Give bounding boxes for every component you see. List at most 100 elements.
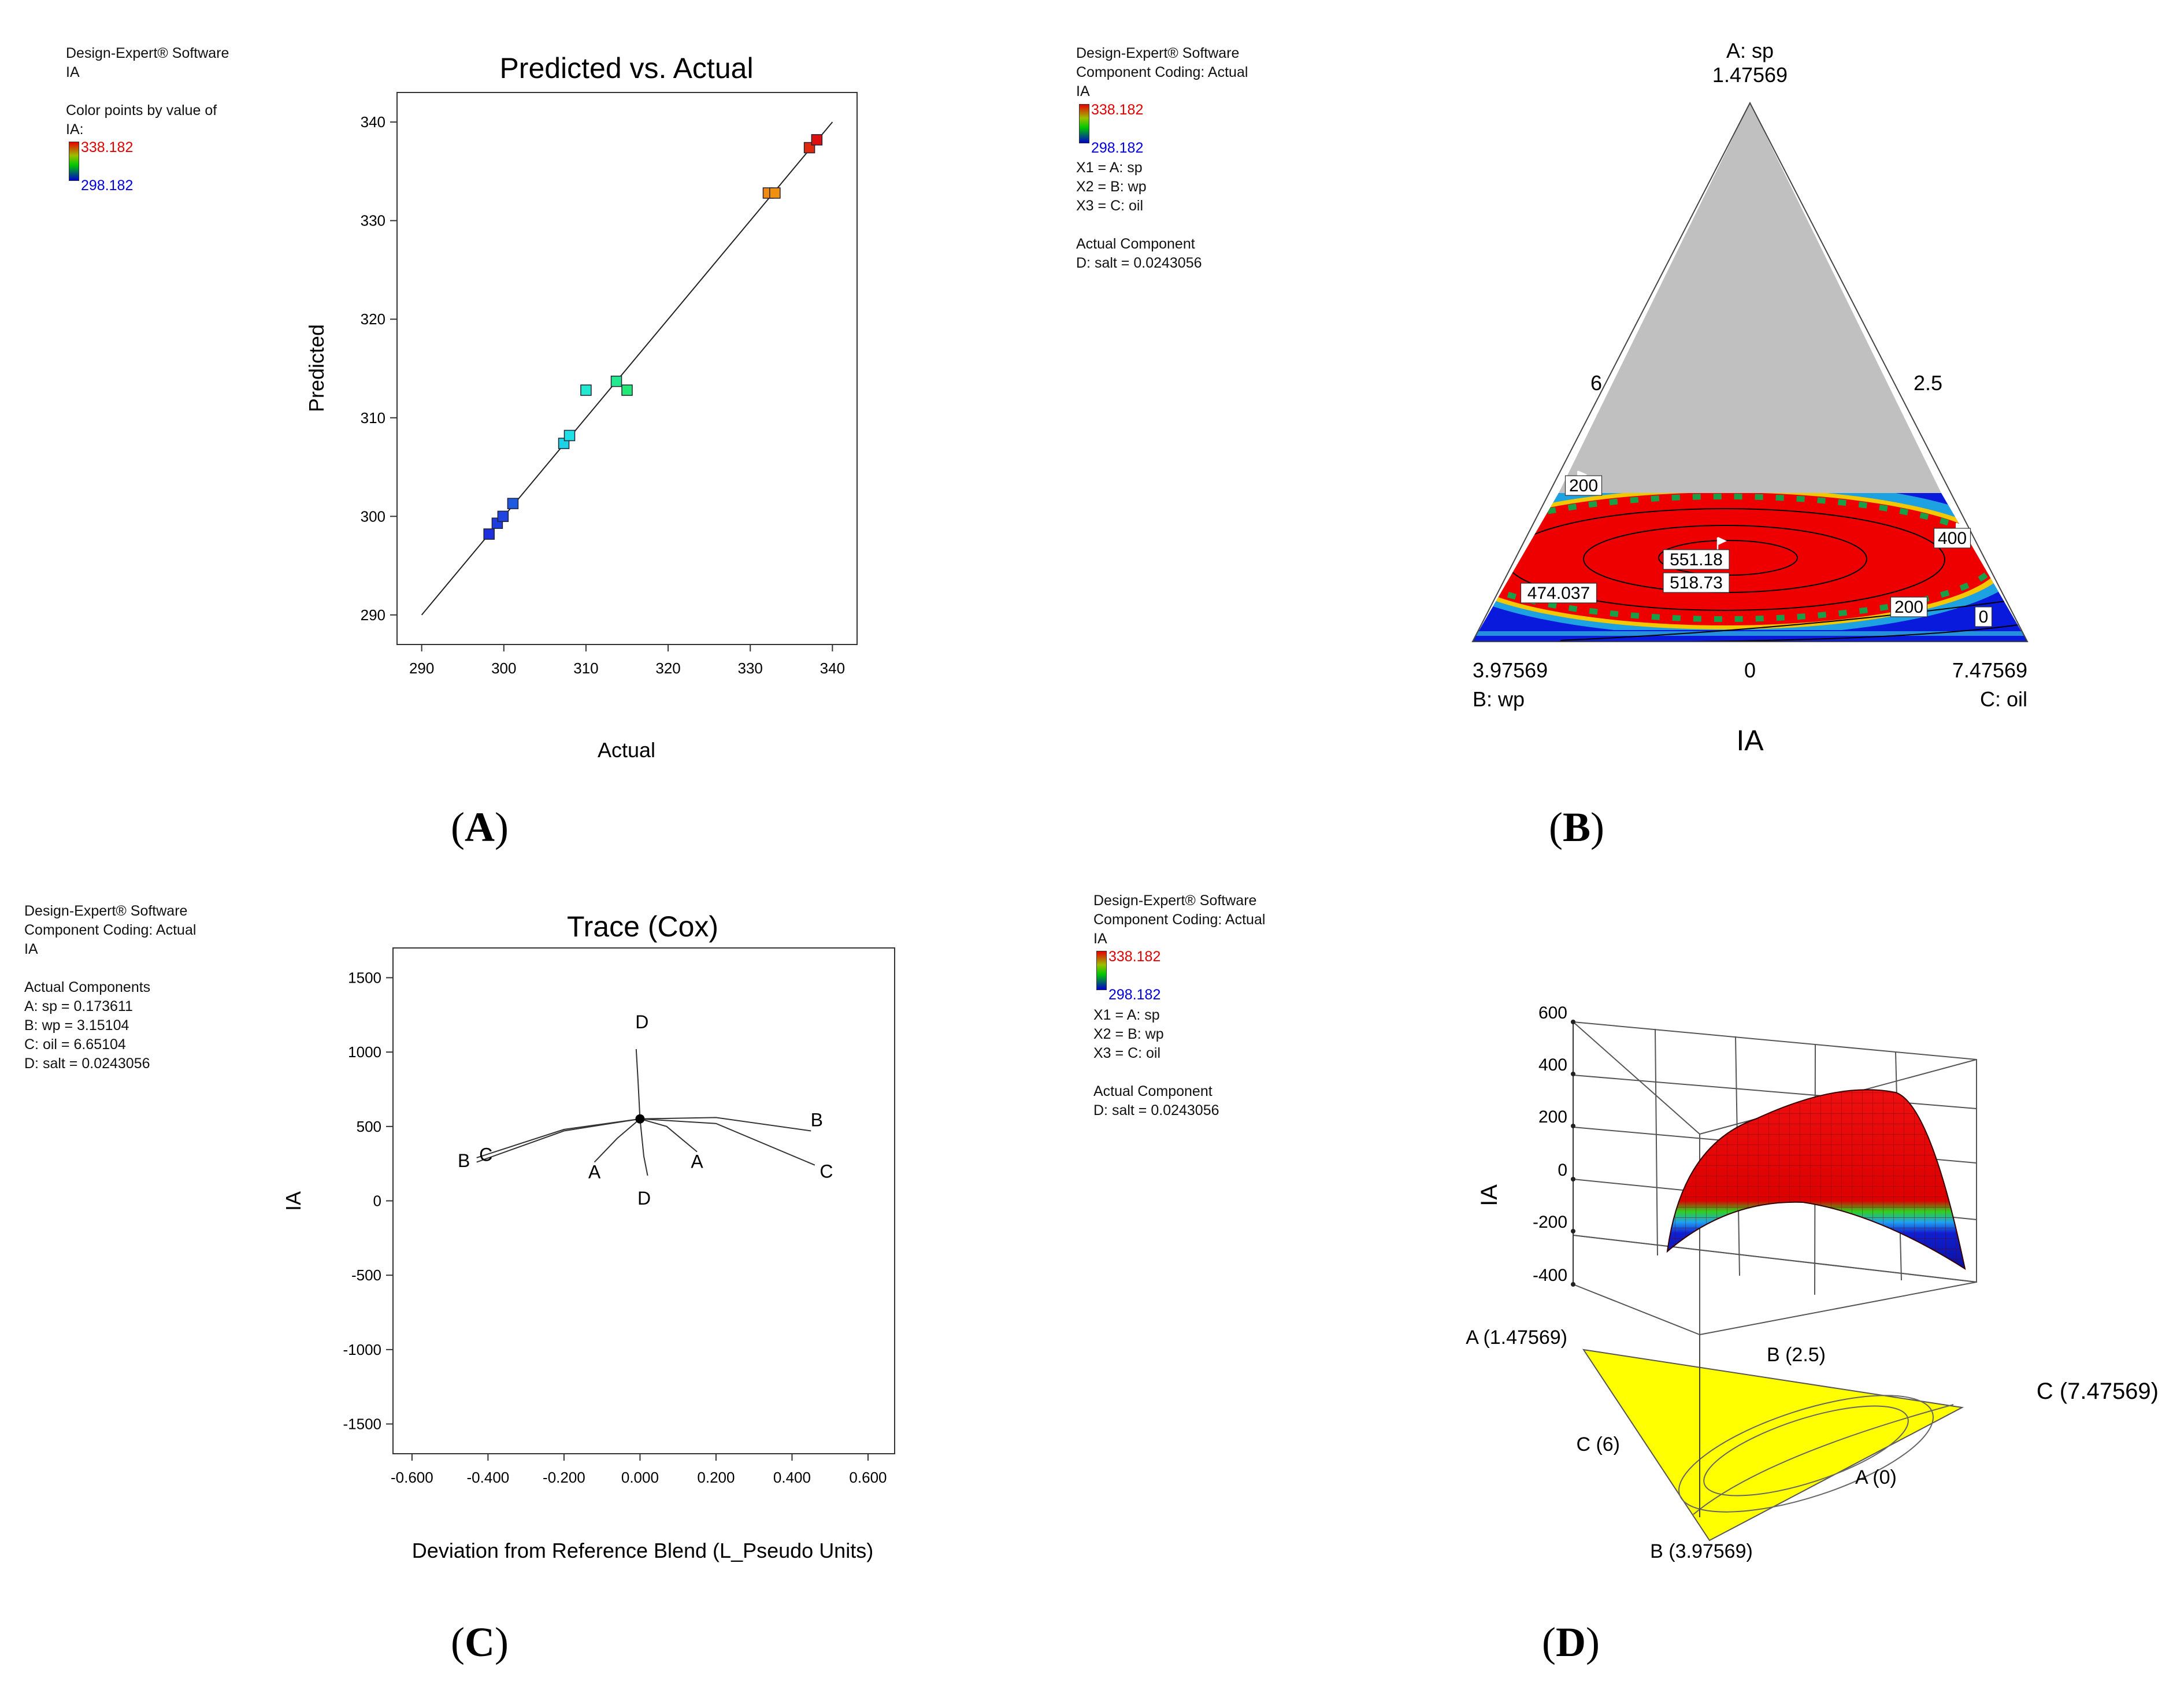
x-tick-label: 0.000 [621, 1469, 659, 1486]
vertex-right-value: 7.47569 [1952, 658, 2027, 682]
legend-low-value: 298.182 [1091, 140, 1144, 156]
y-tick-label: 500 [357, 1118, 381, 1135]
y-tick-label: 310 [361, 409, 385, 427]
chart-title: Predicted vs. Actual [499, 52, 753, 84]
ternary-title: IA [1736, 724, 1764, 757]
contour-label: 400 [1938, 529, 1967, 548]
x-axis-label: Actual [598, 738, 655, 762]
data-point [811, 134, 823, 146]
base-contours [1678, 1395, 1954, 1515]
response-name: IA [24, 941, 38, 957]
data-point [507, 498, 519, 509]
vertex-right-name: C: oil [1980, 687, 2027, 711]
z-tick-label: 200 [1538, 1107, 1567, 1127]
y-tick-label: -500 [351, 1266, 381, 1284]
actual-component-title: Actual Component [1076, 236, 1195, 252]
z-tick [1571, 1229, 1575, 1233]
x-tick-label: 0.200 [697, 1469, 735, 1486]
contour-label-box [1890, 597, 1928, 617]
component-coding: Component Coding: Actual [1093, 912, 1266, 928]
z-tick-label: -400 [1533, 1266, 1567, 1285]
infeasible-region [1559, 103, 1941, 493]
panel-d-info: Design-Expert® Software Component Coding… [1093, 891, 1265, 1120]
z-tick-label: 400 [1538, 1055, 1567, 1075]
base-axis-label: C (7.47569) [2037, 1379, 2159, 1404]
x-axis-label: Deviation from Reference Blend (L_Pseudo… [412, 1539, 873, 1562]
x1-definition: X1 = A: sp [1076, 160, 1143, 176]
x-tick-label: 0.600 [849, 1469, 887, 1486]
software-name: Design-Expert® Software [1093, 892, 1257, 909]
data-point [497, 510, 509, 523]
vertex-left-name: B: wp [1473, 687, 1525, 711]
component-c-value: C: oil = 6.65104 [24, 1036, 126, 1053]
trace-cox-chart: Trace (Cox) -0.600 -0.400 -0.200 0.000 0.200… [281, 910, 895, 1562]
y-tick-label: -1500 [343, 1416, 382, 1433]
component-coding: Component Coding: Actual [24, 922, 196, 938]
data-point [580, 384, 592, 396]
legend-low-value: 298.182 [1108, 987, 1161, 1003]
ternary-triangle [1471, 101, 2029, 642]
contour-label-box [1564, 475, 1603, 496]
z-tick-label: 600 [1538, 1003, 1567, 1023]
component-coding: Component Coding: Actual [1076, 64, 1248, 80]
z-tick [1571, 1124, 1575, 1128]
actual-components-title: Actual Components [24, 979, 151, 995]
z-tick-label: -200 [1533, 1213, 1567, 1232]
software-name: Design-Expert® Software [24, 903, 188, 919]
x-tick-label: -0.400 [467, 1469, 510, 1486]
component-d-value: D: salt = 0.0243056 [24, 1055, 150, 1072]
x3-definition: X3 = C: oil [1093, 1045, 1161, 1061]
color-points-response: IA: [66, 121, 84, 138]
base-axis-label: B (2.5) [1767, 1344, 1826, 1366]
data-point [483, 528, 495, 540]
color-legend-bar [1096, 951, 1107, 990]
edge-left-label: 6 [1590, 371, 1602, 395]
y-tick-label: 300 [361, 508, 385, 525]
x2-definition: X2 = B: wp [1093, 1026, 1164, 1042]
trace-end-label: A [588, 1162, 601, 1183]
panel-a-info: Design-Expert® Software IA Color points … [66, 44, 229, 139]
contour-label: 200 [1569, 476, 1598, 495]
actual-component-title: Actual Component [1093, 1083, 1212, 1099]
contour-label: 551.18 [1670, 550, 1723, 569]
base-axis-label: B (3.97569) [1650, 1540, 1753, 1562]
component-a-value: A: sp = 0.173611 [24, 998, 133, 1014]
vertex-left-value: 3.97569 [1473, 658, 1548, 682]
y-tick-label: -1000 [343, 1341, 382, 1358]
salt-value: D: salt = 0.0243056 [1076, 255, 1202, 271]
color-legend-bar [1079, 104, 1089, 143]
contour-label: 200 [1894, 598, 1923, 617]
trace-end-label: D [637, 1188, 651, 1209]
contour-label-box [1933, 528, 1971, 549]
z-tick [1571, 1282, 1575, 1287]
reference-blend-point [635, 1114, 645, 1124]
contour-label-box [1663, 572, 1730, 593]
plot-frame [396, 92, 858, 645]
trace-end-label: C [820, 1161, 833, 1182]
data-point [621, 384, 633, 396]
x-tick-label: -0.600 [391, 1469, 433, 1486]
panel-a-caption: (A) [451, 804, 509, 850]
y-tick-label: 330 [361, 212, 385, 229]
y-tick-label: 320 [361, 310, 385, 328]
trace-end-label: B [458, 1150, 470, 1171]
contour-label-box [1974, 606, 1993, 627]
panel-c-caption: (C) [451, 1619, 509, 1665]
legend-low-value: 298.182 [81, 177, 134, 194]
base-axis-label: A (1.47569) [1466, 1327, 1567, 1349]
z-tick [1571, 1177, 1575, 1181]
base-axis-label: C (6) [1576, 1433, 1620, 1455]
color-legend-bar [69, 142, 79, 181]
y-tick-label: 1000 [348, 1043, 381, 1061]
contour-label: 474.037 [1527, 584, 1590, 603]
chart-title: Trace (Cox) [567, 910, 718, 943]
z-axis-label: IA [1477, 1184, 1502, 1206]
response-name: IA [1093, 931, 1107, 947]
x-tick-label: 340 [820, 660, 845, 677]
predicted-vs-actual-chart: Predicted vs. Actual 290 300 310 320 330 340 2… [305, 52, 858, 762]
data-point [563, 429, 576, 442]
ternary-contour-plot: 551.18 518.73 474.037 400 200 200 0 A: sp 1.47… [1471, 39, 2029, 757]
x-tick-label: 330 [738, 660, 763, 677]
trace-end-label: D [635, 1012, 648, 1032]
